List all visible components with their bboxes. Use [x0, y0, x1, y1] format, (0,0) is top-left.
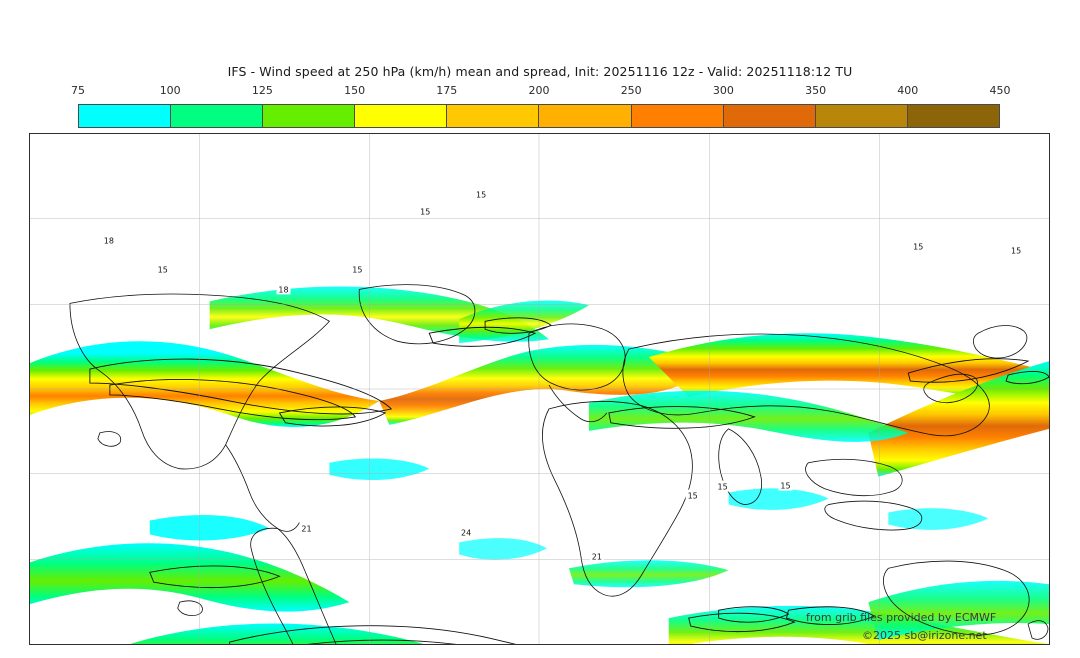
contour-label-bg [474, 188, 489, 200]
contour-label-bg [1009, 244, 1024, 256]
colorbar-tick-300: 300 [712, 84, 734, 97]
colorbar-swatch-4 [447, 105, 540, 127]
contour-label-bg [911, 240, 926, 252]
spread-contours [89, 317, 1049, 644]
graticule [30, 134, 1049, 644]
windspeed-contour-fill [30, 286, 1049, 644]
contour-label-bg [350, 263, 365, 275]
contour-label-12: 24 [461, 528, 471, 537]
contour-label-2: 18 [278, 285, 288, 294]
contour-label-8: 15 [780, 482, 790, 491]
contour-label-3: 15 [352, 265, 362, 274]
contour-label-11: 21 [301, 524, 311, 533]
copyright-note: ©2025 sb@irizone.net [862, 629, 987, 642]
colorbar-tick-400: 400 [897, 84, 919, 97]
contour-label-bg [155, 263, 170, 275]
contour-labels: 18 15 18 15 15 15 15 15 15 15 15 21 24 21 [101, 188, 1024, 562]
contour-label-bg [778, 479, 793, 491]
map-plot-area: 18 15 18 15 15 15 15 15 15 15 15 21 24 21 [29, 133, 1050, 645]
colorbar-tick-250: 250 [620, 84, 642, 97]
contour-label-bg [459, 526, 474, 538]
contour-label-1: 15 [158, 265, 168, 274]
colorbar-swatch-7 [723, 105, 816, 127]
contour-label-bg [715, 480, 730, 492]
colorbar-tick-450: 450 [989, 84, 1011, 97]
contour-label-6: 15 [688, 492, 698, 501]
contour-label-bg [589, 550, 604, 562]
colorbar-tick-125: 125 [251, 84, 273, 97]
colorbar-swatch-5 [539, 105, 632, 127]
colorbar-tick-75: 75 [71, 84, 85, 97]
colorbar-tick-150: 150 [344, 84, 366, 97]
contour-label-bg [101, 234, 116, 246]
contour-label-13: 21 [592, 552, 602, 561]
colorbar-tick-100: 100 [159, 84, 181, 97]
contour-label-7: 15 [718, 483, 728, 492]
contour-label-5: 15 [476, 191, 486, 200]
colorbar-swatch-3 [355, 105, 448, 127]
contour-label-bg [418, 205, 433, 217]
colorbar-swatch-8 [815, 105, 908, 127]
colorbar-tick-350: 350 [805, 84, 827, 97]
colorbar: 75 100 125 150 175 200 250 300 350 400 450 [71, 84, 1011, 128]
colorbar-swatches [78, 104, 1000, 128]
colorbar-swatch-9 [907, 105, 999, 127]
colorbar-swatch-0 [79, 105, 172, 127]
colorbar-swatch-1 [171, 105, 264, 127]
contour-label-bg [685, 489, 700, 501]
contour-label-4: 15 [420, 208, 430, 217]
contour-label-bg [276, 283, 291, 295]
colorbar-tick-200: 200 [528, 84, 550, 97]
colorbar-tick-labels: 75 100 125 150 175 200 250 300 350 400 450 [71, 84, 1011, 100]
contour-label-0: 18 [104, 237, 114, 246]
colorbar-tick-175: 175 [436, 84, 458, 97]
data-source-note: from grib files provided by ECMWF [806, 611, 997, 624]
contour-label-10: 15 [1011, 247, 1021, 256]
coastlines [69, 284, 1049, 644]
contour-label-bg [299, 522, 314, 534]
colorbar-swatch-6 [631, 105, 724, 127]
contour-label-9: 15 [913, 243, 923, 252]
page-title: IFS - Wind speed at 250 hPa (km/h) mean … [227, 64, 853, 79]
colorbar-swatch-2 [263, 105, 356, 127]
wind-speed-map: 18 15 18 15 15 15 15 15 15 15 15 21 24 21 [30, 134, 1049, 644]
